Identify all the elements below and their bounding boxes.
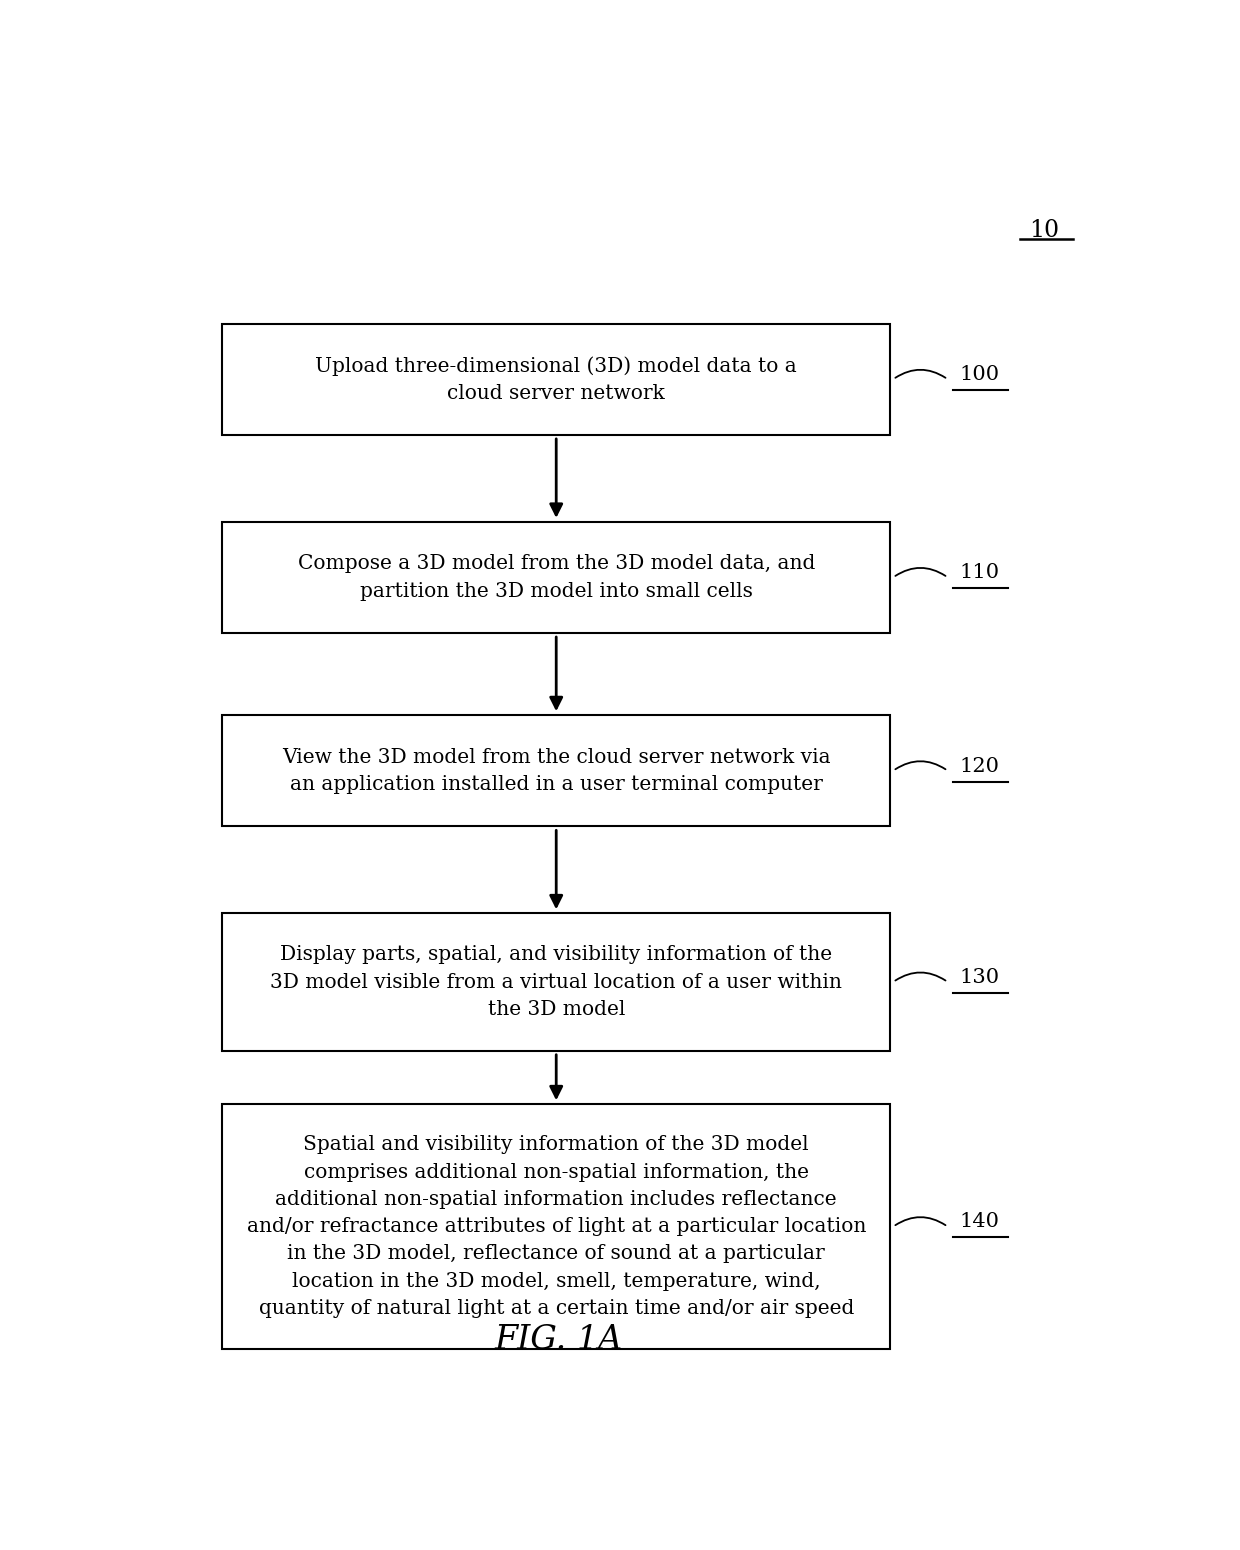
Text: View the 3D model from the cloud server network via
an application installed in : View the 3D model from the cloud server … [281,747,831,794]
Bar [222,715,890,826]
Text: 120: 120 [960,756,999,775]
Text: 100: 100 [960,366,999,384]
Text: 130: 130 [960,967,999,987]
Text: Upload three-dimensional (3D) model data to a
cloud server network: Upload three-dimensional (3D) model data… [315,356,797,403]
Text: Compose a 3D model from the 3D model data, and
partition the 3D model into small: Compose a 3D model from the 3D model dat… [298,555,815,600]
Text: Spatial and visibility information of the 3D model
comprises additional non-spat: Spatial and visibility information of th… [247,1136,866,1317]
Bar [222,1105,890,1348]
Text: 140: 140 [960,1212,999,1231]
Text: 110: 110 [960,563,999,583]
Text: 10: 10 [1029,219,1059,242]
Bar [222,913,890,1051]
Text: FIG. 1A: FIG. 1A [495,1324,622,1356]
Bar [222,522,890,632]
Bar [222,324,890,436]
Text: Display parts, spatial, and visibility information of the
3D model visible from : Display parts, spatial, and visibility i… [270,946,842,1018]
